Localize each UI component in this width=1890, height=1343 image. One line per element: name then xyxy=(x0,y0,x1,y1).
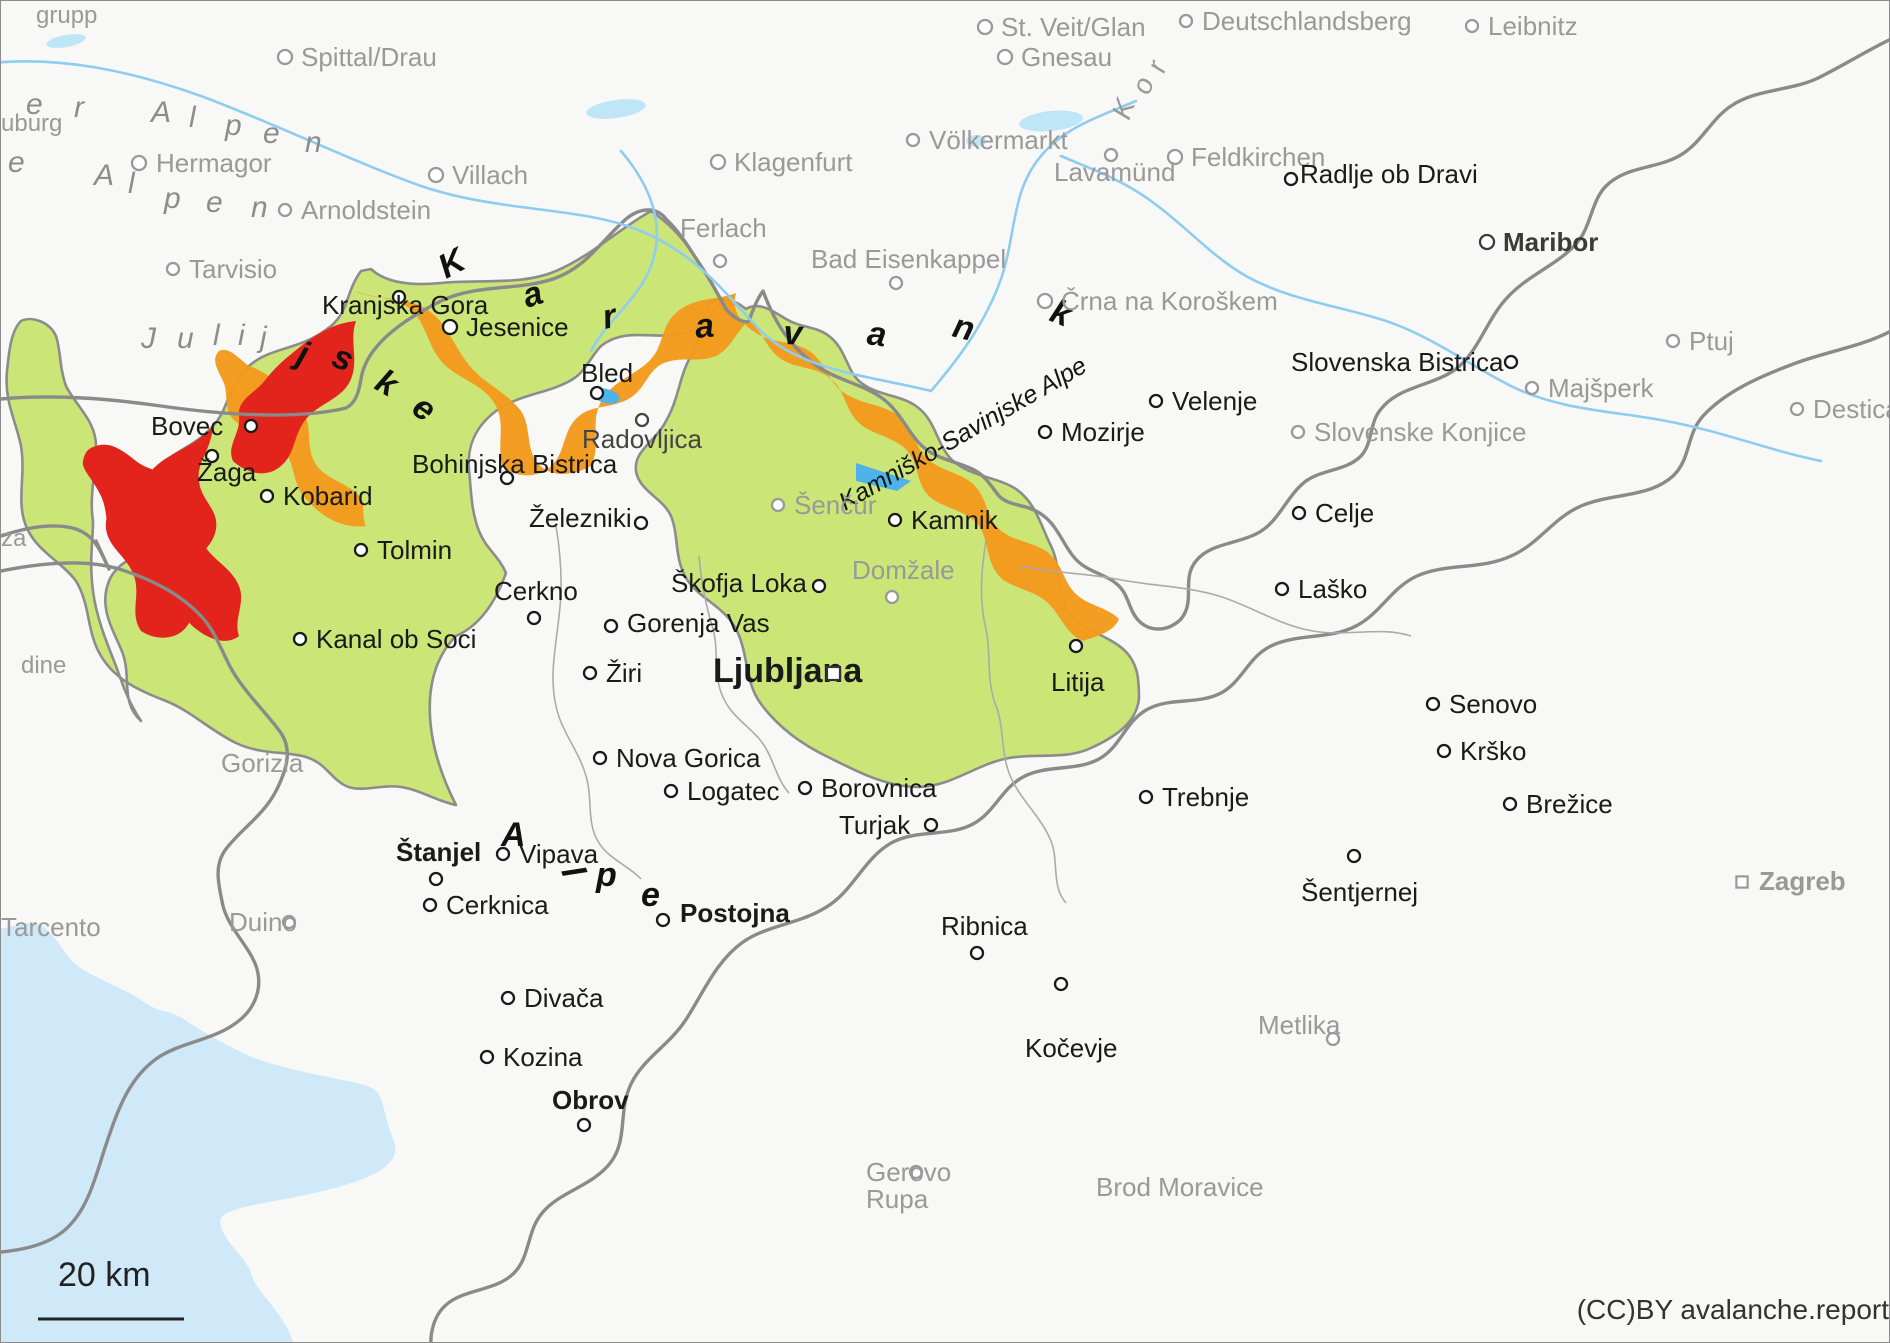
svg-text:n: n xyxy=(305,126,322,159)
svg-text:Majšperk: Majšperk xyxy=(1548,373,1654,403)
svg-text:Vipava: Vipava xyxy=(519,839,599,869)
svg-text:Zagreb: Zagreb xyxy=(1759,866,1846,896)
svg-text:Šentjernej: Šentjernej xyxy=(1301,877,1418,907)
svg-text:Škofja Loka: Škofja Loka xyxy=(671,568,807,598)
svg-text:Kobarid: Kobarid xyxy=(283,481,373,511)
svg-text:Žaga: Žaga xyxy=(197,457,257,487)
svg-text:p: p xyxy=(163,182,181,215)
svg-text:r: r xyxy=(74,91,85,124)
svg-text:Tarvisio: Tarvisio xyxy=(189,254,277,284)
svg-text:Bled: Bled xyxy=(581,358,633,388)
svg-text:e: e xyxy=(641,876,660,914)
svg-text:Slovenska Bistrica: Slovenska Bistrica xyxy=(1291,347,1504,377)
svg-text:Rupa: Rupa xyxy=(866,1184,929,1214)
svg-text:a: a xyxy=(693,306,715,346)
svg-text:Senovo: Senovo xyxy=(1449,689,1537,719)
svg-text:Borovnica: Borovnica xyxy=(821,773,937,803)
svg-text:Maribor: Maribor xyxy=(1503,227,1598,257)
svg-text:dine: dine xyxy=(21,652,66,679)
svg-text:Žiri: Žiri xyxy=(606,658,642,688)
svg-text:St. Veit/Glan: St. Veit/Glan xyxy=(1001,12,1146,42)
svg-text:Bovec: Bovec xyxy=(151,411,223,441)
svg-text:Logatec: Logatec xyxy=(687,776,780,806)
svg-text:e: e xyxy=(8,146,25,179)
svg-text:Kanal ob Soci: Kanal ob Soci xyxy=(316,624,476,654)
svg-text:Cerknica: Cerknica xyxy=(446,890,549,920)
svg-text:Klagenfurt: Klagenfurt xyxy=(734,147,853,177)
svg-text:Črna na Koroškem: Črna na Koroškem xyxy=(1061,286,1278,316)
svg-text:Jesenice: Jesenice xyxy=(466,312,569,342)
svg-text:Divača: Divača xyxy=(524,983,604,1013)
svg-text:Obrov: Obrov xyxy=(552,1085,629,1115)
svg-text:Kočevje: Kočevje xyxy=(1025,1033,1118,1063)
svg-text:Kozina: Kozina xyxy=(503,1042,583,1072)
svg-text:Deutschlandsberg: Deutschlandsberg xyxy=(1202,6,1412,36)
svg-text:Brežice: Brežice xyxy=(1526,789,1613,819)
svg-text:e: e xyxy=(206,186,223,219)
svg-text:Leibnitz: Leibnitz xyxy=(1488,11,1578,41)
svg-text:Spittal/Drau: Spittal/Drau xyxy=(301,42,437,72)
svg-text:Kranjska Gora: Kranjska Gora xyxy=(322,290,489,320)
svg-text:e: e xyxy=(263,117,280,150)
svg-text:Völkermarkt: Völkermarkt xyxy=(929,125,1068,155)
svg-text:Hermagor: Hermagor xyxy=(156,148,272,178)
svg-text:Štanjel: Štanjel xyxy=(396,837,481,867)
svg-text:Trebnje: Trebnje xyxy=(1162,782,1249,812)
svg-text:Duino: Duino xyxy=(229,907,297,937)
svg-text:Nova Gorica: Nova Gorica xyxy=(616,743,761,773)
svg-text:Mozirje: Mozirje xyxy=(1061,417,1145,447)
svg-text:Lavamünd: Lavamünd xyxy=(1054,157,1175,187)
svg-text:Domžale: Domžale xyxy=(852,555,955,585)
svg-text:Ptuj: Ptuj xyxy=(1689,326,1734,356)
svg-text:Železniki: Železniki xyxy=(529,503,632,533)
svg-text:za: za xyxy=(1,525,27,552)
svg-text:u: u xyxy=(177,322,194,355)
svg-text:Laško: Laško xyxy=(1298,574,1367,604)
svg-text:Bad Eisenkappel: Bad Eisenkappel xyxy=(811,244,1006,274)
svg-text:(CC)BY avalanche.report: (CC)BY avalanche.report xyxy=(1577,1294,1890,1325)
svg-text:Tarcento: Tarcento xyxy=(1,912,101,942)
svg-text:p: p xyxy=(224,109,242,142)
svg-text:J: J xyxy=(140,322,157,355)
svg-text:p: p xyxy=(595,856,617,894)
svg-text:Velenje: Velenje xyxy=(1172,386,1257,416)
svg-text:uburg: uburg xyxy=(1,110,62,137)
svg-text:Gorizia: Gorizia xyxy=(221,748,304,778)
svg-text:Krško: Krško xyxy=(1460,736,1526,766)
svg-text:Turjak: Turjak xyxy=(839,810,911,840)
svg-text:Gerovo: Gerovo xyxy=(866,1157,951,1187)
svg-text:Destica: Destica xyxy=(1813,394,1890,424)
svg-text:Gnesau: Gnesau xyxy=(1021,42,1112,72)
svg-text:Kamnik: Kamnik xyxy=(911,505,999,535)
svg-text:Litija: Litija xyxy=(1051,667,1105,697)
svg-text:A: A xyxy=(92,159,114,192)
svg-text:20 km: 20 km xyxy=(58,1256,151,1294)
svg-text:Metlika: Metlika xyxy=(1258,1010,1341,1040)
svg-text:Arnoldstein: Arnoldstein xyxy=(301,195,431,225)
svg-text:Ferlach: Ferlach xyxy=(680,213,767,243)
svg-text:Slovenske Konjice: Slovenske Konjice xyxy=(1314,417,1526,447)
svg-text:v: v xyxy=(783,314,805,353)
svg-text:Villach: Villach xyxy=(452,160,528,190)
svg-text:Postojna: Postojna xyxy=(680,898,790,928)
svg-text:n: n xyxy=(251,191,268,224)
svg-text:Brod Moravice: Brod Moravice xyxy=(1096,1172,1264,1202)
svg-text:Cerkno: Cerkno xyxy=(494,576,578,606)
svg-text:Radovljica: Radovljica xyxy=(582,424,702,454)
svg-text:grupp: grupp xyxy=(36,2,97,29)
svg-text:Šenčur: Šenčur xyxy=(794,490,877,520)
svg-text:Radlje ob Dravi: Radlje ob Dravi xyxy=(1300,159,1478,189)
svg-text:A: A xyxy=(149,96,171,129)
svg-text:Ribnica: Ribnica xyxy=(941,911,1028,941)
svg-text:Tolmin: Tolmin xyxy=(377,535,452,565)
svg-text:Gorenja Vas: Gorenja Vas xyxy=(627,608,770,638)
svg-text:Celje: Celje xyxy=(1315,498,1374,528)
